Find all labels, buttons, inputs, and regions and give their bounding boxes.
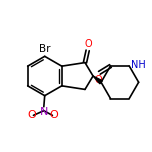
Text: Br: Br [39,44,50,54]
Text: N: N [40,107,48,117]
Text: NH: NH [131,60,146,70]
Text: O: O [28,110,36,120]
Text: O: O [49,110,58,120]
Polygon shape [93,76,102,84]
Text: O: O [94,75,102,85]
Text: O: O [84,39,92,49]
